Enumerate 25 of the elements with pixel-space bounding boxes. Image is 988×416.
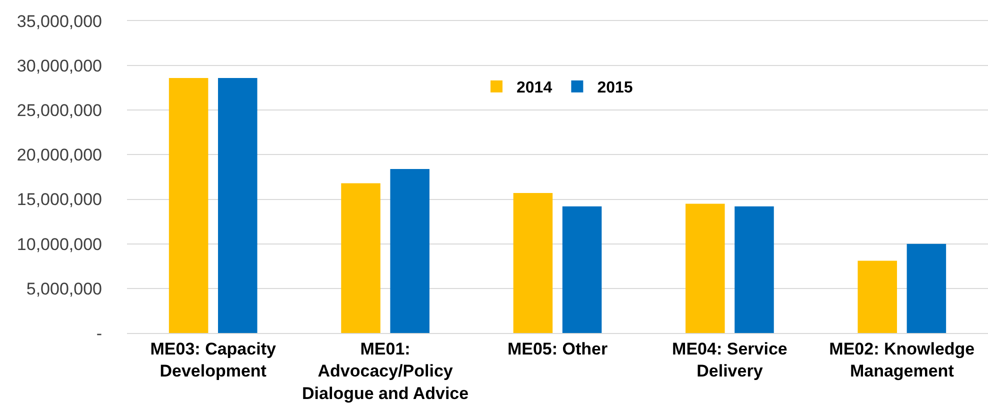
x-tick-label: ME02: Knowledge Management bbox=[829, 340, 975, 381]
legend-label: 2014 bbox=[516, 80, 552, 97]
x-tick-label: ME04: Service Delivery bbox=[672, 340, 788, 381]
bar bbox=[513, 193, 553, 333]
bar bbox=[858, 260, 897, 333]
y-tick-label: 30,000,000 bbox=[16, 56, 102, 76]
x-tick-label: ME05: Other bbox=[507, 340, 608, 359]
bar bbox=[218, 78, 258, 333]
bar bbox=[686, 204, 725, 333]
y-tick-label: 25,000,000 bbox=[16, 101, 102, 120]
bar bbox=[906, 244, 946, 333]
x-tick-label: ME01: Advocacy/Policy Dialogue and Advice bbox=[302, 340, 469, 403]
legend-label: 2015 bbox=[597, 80, 633, 97]
y-tick-label: 10,000,000 bbox=[16, 234, 102, 254]
bar bbox=[341, 183, 380, 333]
x-tick-label: ME03: Capacity Development bbox=[150, 340, 276, 381]
bar bbox=[562, 206, 602, 333]
bar bbox=[390, 168, 430, 333]
y-tick-label: 20,000,000 bbox=[16, 146, 102, 165]
bar bbox=[734, 206, 774, 333]
y-tick-label: 5,000,000 bbox=[26, 279, 102, 298]
bar bbox=[168, 78, 208, 333]
y-tick-label: 15,000,000 bbox=[16, 190, 102, 210]
y-tick-label: 35,000,000 bbox=[16, 12, 102, 31]
y-tick-label: - bbox=[96, 324, 102, 343]
